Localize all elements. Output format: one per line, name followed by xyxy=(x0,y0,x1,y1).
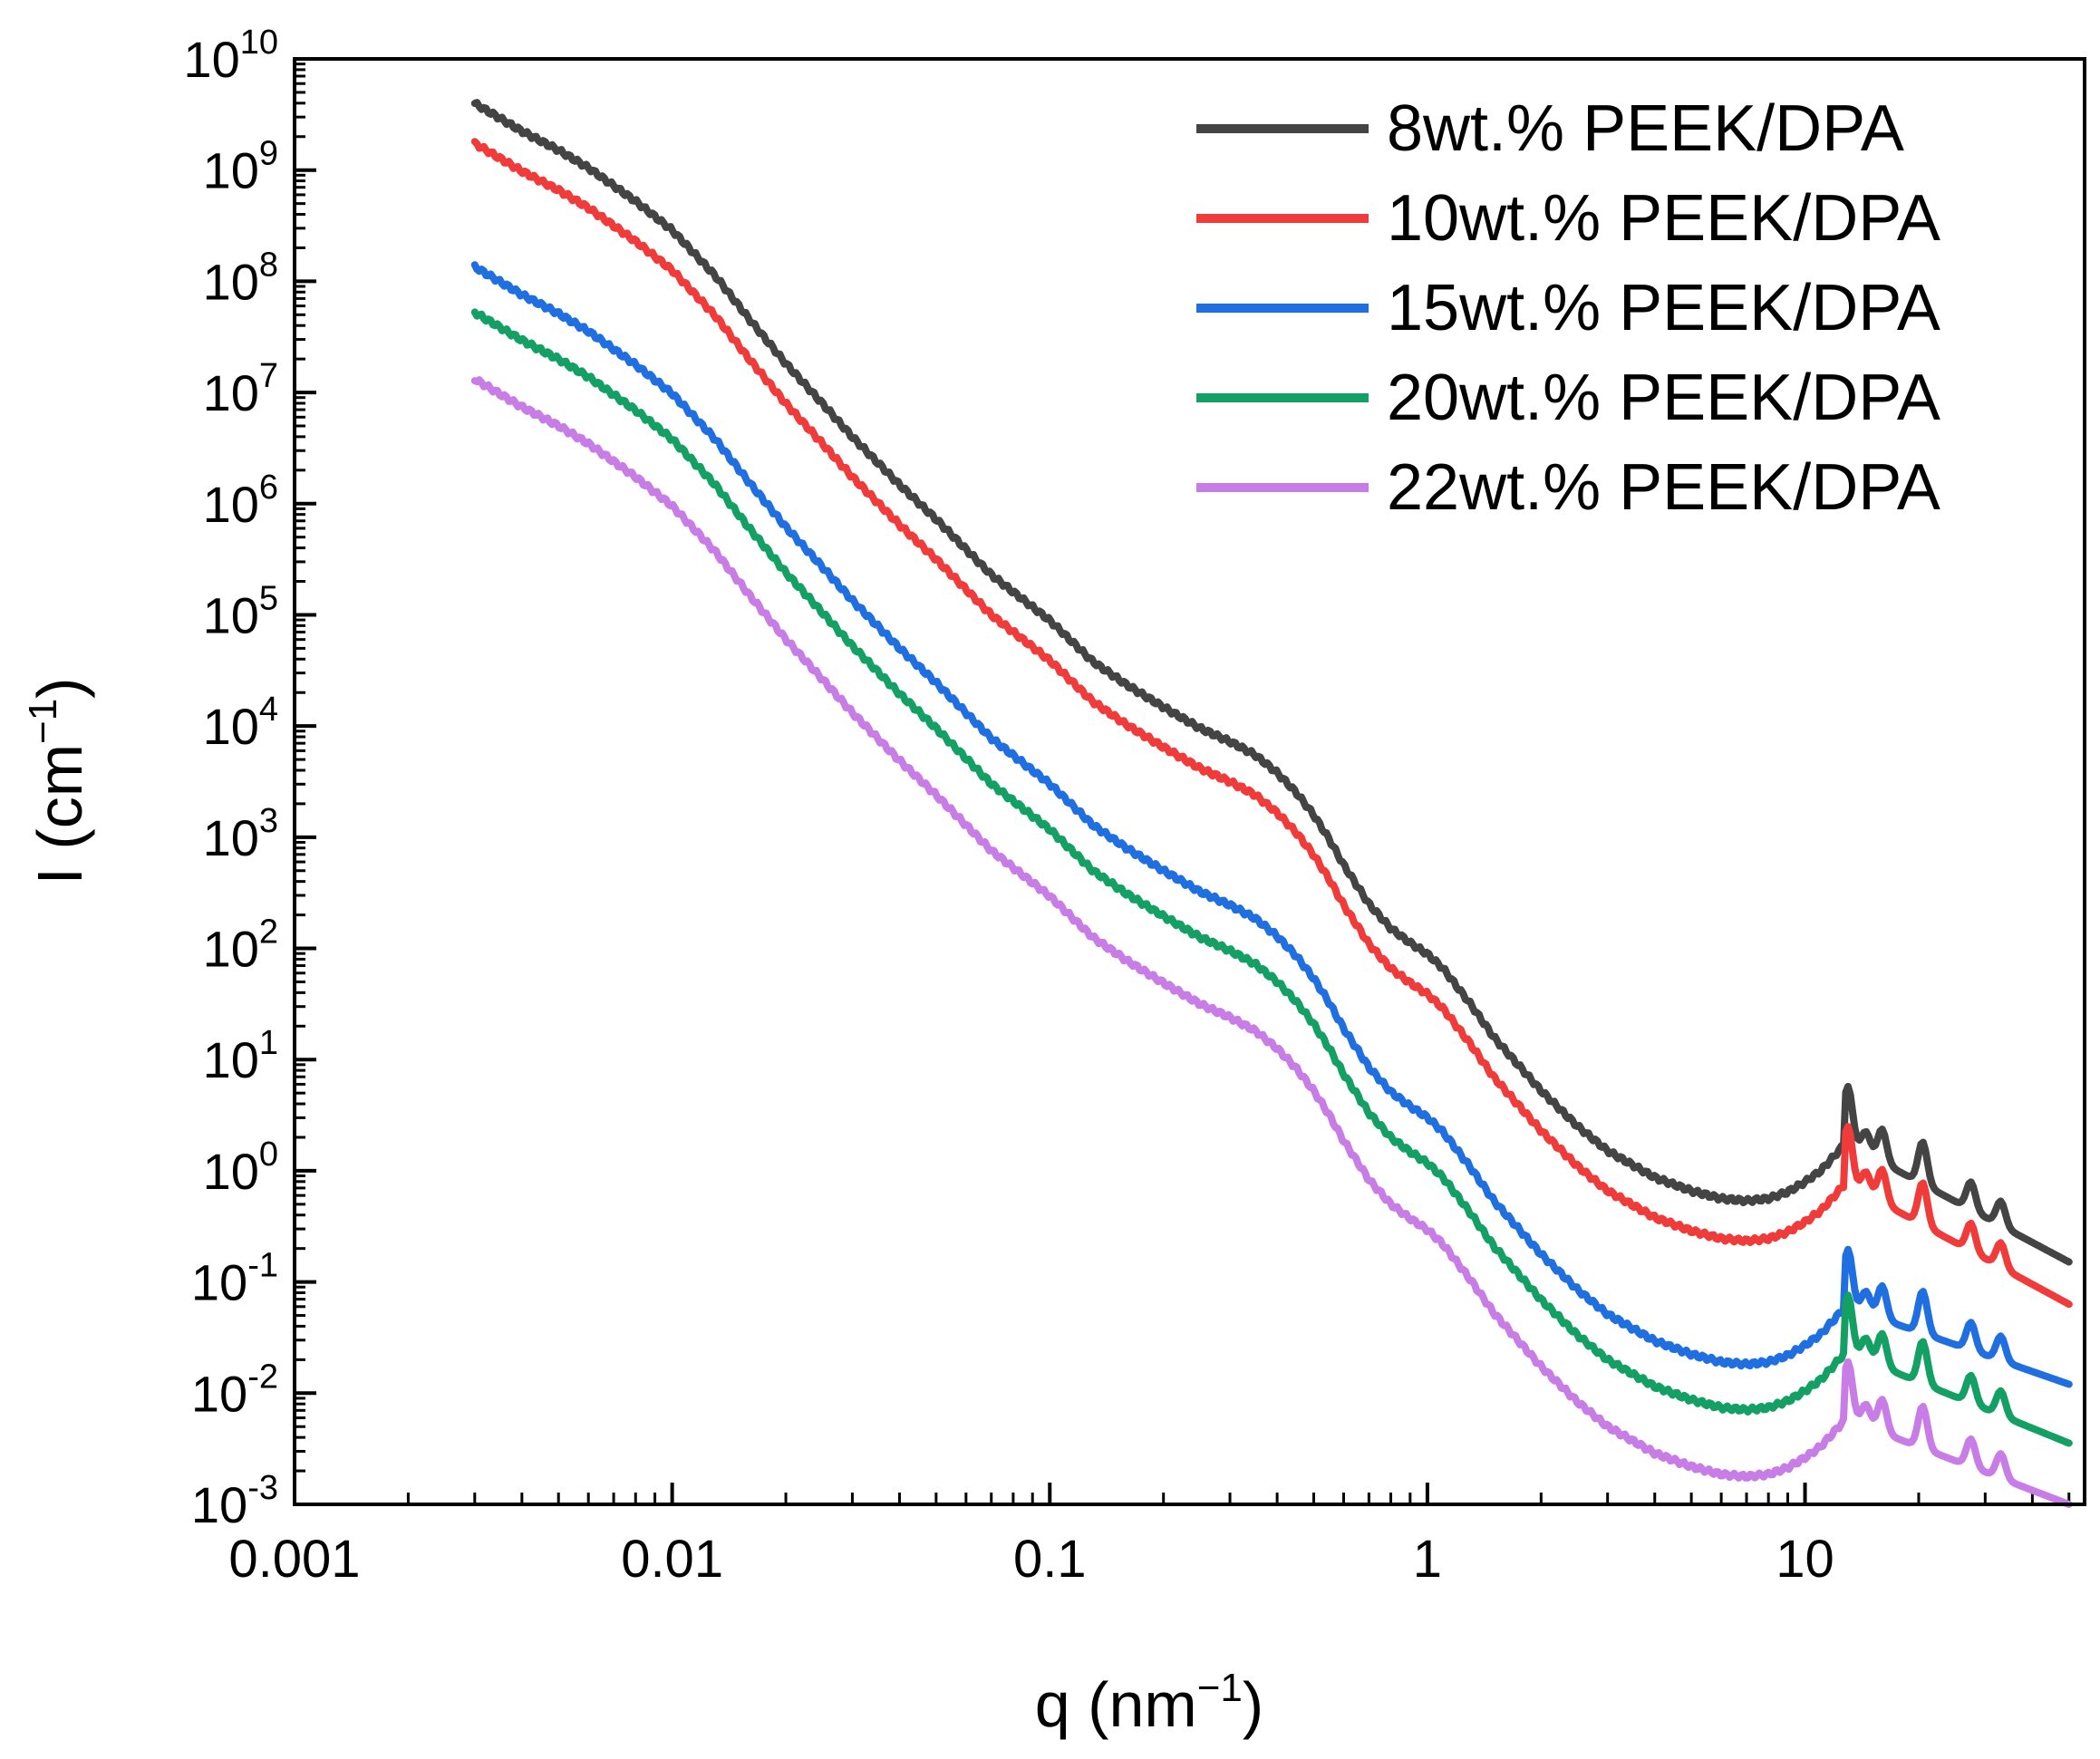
y-axis-label: I (cm−1) xyxy=(21,677,95,884)
y-tick-label: 107 xyxy=(203,357,278,421)
y-tick-label: 101 xyxy=(203,1024,278,1088)
y-tick-label: 10-3 xyxy=(191,1469,278,1533)
series-line-4 xyxy=(470,308,2073,1447)
legend: 8wt.% PEEK/DPA 10wt.% PEEK/DPA 15wt.% PEEK… xyxy=(1196,92,1940,524)
axis-labels: 0.001 0.01 0.1 1 10 10-3 10-2 10-1 100 101 102 103 1… xyxy=(183,24,1834,1589)
y-tick-label: 105 xyxy=(203,579,278,643)
x-tick-label: 0.001 xyxy=(228,1530,360,1589)
x-tick-label: 1 xyxy=(1413,1530,1442,1589)
legend-label: 10wt.% PEEK/DPA xyxy=(1387,182,1940,255)
series-line-3 xyxy=(470,261,2073,1388)
series-line-5 xyxy=(470,376,2073,1508)
y-tick-label: 10-1 xyxy=(191,1247,278,1311)
plot-frame xyxy=(293,57,2086,1506)
y-tick-label: 108 xyxy=(203,246,278,310)
series-group xyxy=(470,99,2073,1508)
y-tick-label: 102 xyxy=(203,913,278,978)
y-tick-label: 1010 xyxy=(183,24,278,88)
series-line-2 xyxy=(470,138,2073,1309)
x-tick-label: 0.01 xyxy=(621,1530,723,1589)
legend-label: 20wt.% PEEK/DPA xyxy=(1387,362,1940,434)
y-tick-label: 100 xyxy=(203,1136,278,1200)
legend-label: 8wt.% PEEK/DPA xyxy=(1387,92,1904,165)
legend-label: 15wt.% PEEK/DPA xyxy=(1387,272,1940,344)
y-tick-label: 106 xyxy=(203,469,278,533)
y-tick-label: 104 xyxy=(203,691,278,755)
y-tick-label: 109 xyxy=(203,135,278,199)
y-tick-label: 10-2 xyxy=(191,1358,278,1422)
x-tick-label: 0.1 xyxy=(1013,1530,1087,1589)
x-tick-label: 10 xyxy=(1776,1530,1834,1589)
x-axis-label: q (nm−1) xyxy=(1035,1666,1263,1740)
series-line-1 xyxy=(470,99,2073,1266)
legend-label: 22wt.% PEEK/DPA xyxy=(1387,451,1940,524)
y-tick-label: 103 xyxy=(203,802,278,866)
